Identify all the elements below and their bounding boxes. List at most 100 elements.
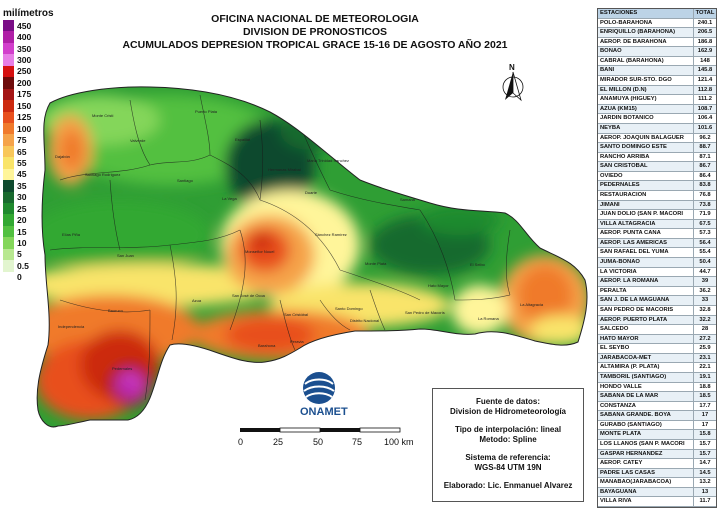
station-total: 19.1 [693,372,716,382]
reference-label: Sistema de referencia: [465,453,551,462]
interpolation-type: Tipo de interpolación: lineal [454,425,562,434]
station-name: JARABACOA-MET [600,354,652,361]
station-name: VILLA ALTAGRACIA [600,220,656,227]
table-row: AEROP. CATEY 14.7 [598,459,716,469]
station-total: 14.7 [693,459,716,468]
legend-label: 65 [17,146,27,157]
station-total: 32.2 [693,315,716,325]
place-label: Santo Domingo [335,306,363,311]
onamet-logo-icon [303,372,335,404]
place-label: Elías Piña [62,232,81,237]
table-row: SAN RAFAEL DEL YUMA 55.4 [598,248,716,259]
legend-label: 30 [17,192,27,203]
table-row: HATO MAYOR 27.2 [598,334,716,345]
station-total: 186.8 [693,37,716,47]
table-header: ESTACIONES TOTAL [598,9,716,19]
legend-swatch [3,191,14,203]
reference-value: WGS-84 UTM 19N [474,463,542,472]
legend-swatch [3,100,14,112]
legend-row: 0.5 [3,260,31,272]
source-label: Fuente de datos: [475,397,540,406]
header-stations: ESTACIONES [600,10,638,16]
station-name: CONSTANZA [600,402,636,409]
table-row: SANTO DOMINGO ESTE 88.7 [598,143,716,153]
legend-label: 350 [17,43,32,54]
station-name: AEROP. JOAQUIN BALAGUER [600,134,684,141]
legend-label: 15 [17,226,27,237]
legend-swatch [3,31,14,43]
title-line-3: ACUMULADOS DEPRESION TROPICAL GRACE 15-1… [122,39,508,51]
station-total: 22.1 [693,363,716,372]
station-name: LOS LLANOS (SAN P. MACORI [600,441,685,448]
station-total: 106.4 [693,114,716,123]
table-row: ENRIQUILLO (BARAHONA) 206.5 [598,28,716,38]
legend-swatch [3,122,14,135]
legend-row: 10 [3,237,31,249]
station-total: 28 [693,325,716,334]
table-row: MIRADOR SUR-STO. DGO 121.4 [598,76,716,86]
place-label: Puerto Plata [195,109,218,114]
table-row: SABANA GRANDE. BOYA 17 [598,411,716,421]
table-row: RANCHO ARRIBA 87.1 [598,152,716,163]
station-total: 50.4 [693,258,716,267]
legend-row: 55 [3,157,31,169]
legend-swatch [3,157,14,169]
station-total: 17 [693,411,716,420]
station-total: 39 [693,277,716,286]
station-total: 15.7 [693,449,716,459]
station-name: AEROP. PUNTA CANA [600,230,661,237]
place-label: Duarte [305,190,318,195]
legend-swatch [3,237,14,249]
legend-swatch [3,168,14,181]
legend-label: 55 [17,157,27,168]
table-row: VILLA ALTAGRACIA 67.5 [598,219,716,230]
table-row: SALCEDO 28 [598,325,716,335]
legend-swatch [3,248,14,261]
place-label: Espaillat [235,137,251,142]
map-title: OFICINA NACIONAL DE METEOROLOGIA DIVISIO… [95,13,535,52]
station-total: 32.8 [693,305,716,315]
table-row: MONTE PLATA 15.8 [598,430,716,441]
table-row: VILLA RIVA 11.7 [598,497,716,508]
legend-swatch [3,65,14,78]
station-total: 101.6 [693,123,716,133]
table-row: AEROP. PUERTO PLATA 32.2 [598,315,716,326]
legend-swatch [3,260,14,272]
table-row: CONSTANZA 17.7 [598,401,716,412]
table-row: EL SEYBO 25.9 [598,344,716,354]
station-name: SABANA DE LA MAR [600,393,659,400]
place-label: Pedernales [112,366,132,371]
station-name: JARDIN BOTANICO [600,115,654,122]
station-name: TAMBORIL (SANTIAGO) [600,373,667,380]
title-line-2: DIVISION DE PRONOSTICOS [242,26,388,38]
station-total: 55.4 [693,248,716,258]
legend-label: 20 [17,215,27,226]
table-row: ANAMUYA (HIGUEY) 111.2 [598,95,716,105]
header-total: TOTAL [693,9,716,18]
place-label: La Romana [478,316,499,321]
legend-swatch [3,180,14,192]
station-name: ANAMUYA (HIGUEY) [600,96,657,103]
place-label: Santiago [177,178,194,183]
place-label: San Pedro de Macorís [405,310,445,315]
title-line-1: OFICINA NACIONAL DE METEOROLOGIA [211,13,419,25]
legend-label: 35 [17,180,27,191]
station-total: 23.1 [693,353,716,363]
place-label: San José de Ocoa [232,293,266,298]
legend-label: 0 [17,272,22,283]
station-name: JIMANI [600,201,620,208]
place-label: Sánchez Ramírez [315,232,347,237]
place-label: Distrito Nacional [350,318,379,323]
station-total: 83.8 [693,181,716,190]
legend-row: 20 [3,214,31,226]
legend-swatch [3,134,14,146]
station-total: 14.5 [693,468,716,478]
station-total: 148 [693,56,716,66]
legend-row: 75 [3,134,31,146]
station-total: 13 [693,487,716,497]
legend-label: 0.5 [17,260,29,271]
table-row: SABANA DE LA MAR 18.5 [598,392,716,402]
station-name: AEROP. LAS AMERICAS [600,239,667,246]
table-row: AEROP. PUNTA CANA 57.3 [598,229,716,239]
station-name: BAYAGUANA [600,488,637,495]
